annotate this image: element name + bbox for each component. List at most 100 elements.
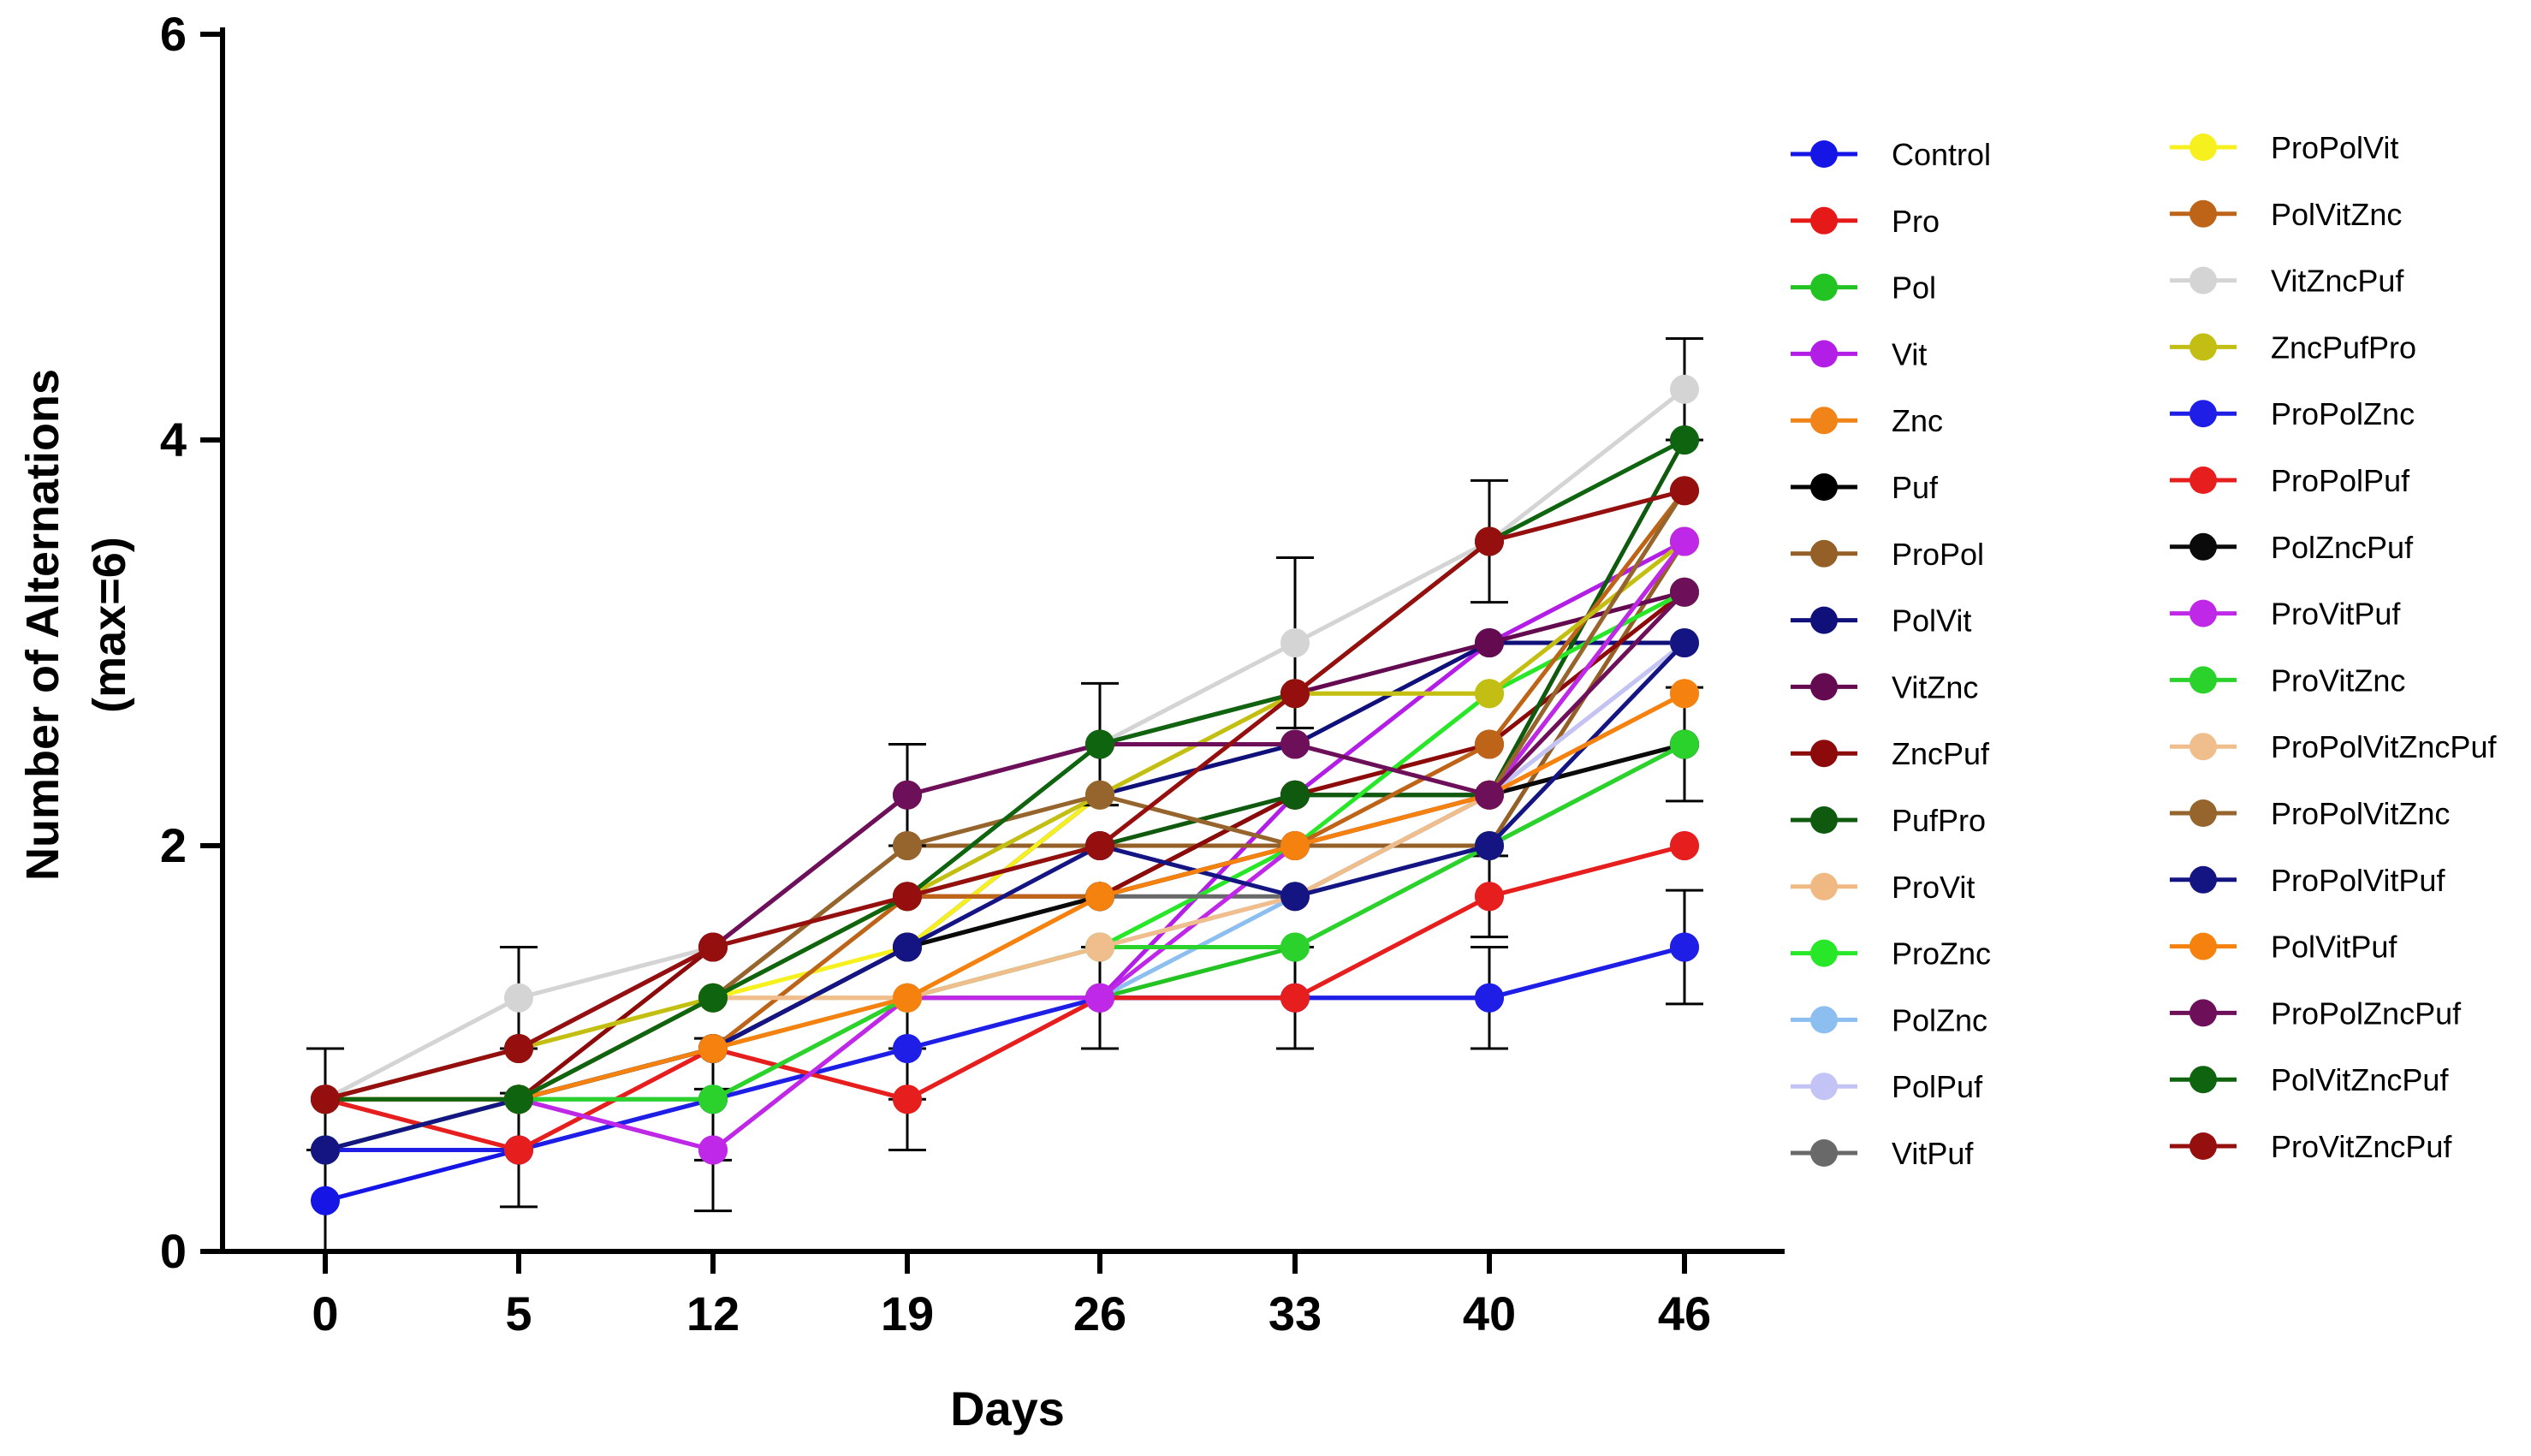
legend-item-ProPolVitZncPuf: ProPolVitZncPuf [2170,729,2497,764]
data-point-ProVitZnc-12 [698,1085,728,1114]
series-line-ProPolZnc [325,945,1685,1152]
data-point-ProPolPuf-40 [1475,882,1504,912]
legend-marker [1810,140,1838,168]
legend-marker [1810,407,1838,435]
series-line-ZncPufPro [324,539,1686,1102]
legend-item-VitZncPuf: VitZncPuf [2170,264,2404,299]
legend-marker [1810,606,1838,634]
legend-marker [2189,134,2217,161]
legend-marker [1810,206,1838,235]
data-point-ProPolVitPuf-19 [893,932,922,962]
legend-marker [2189,333,2217,361]
legend-marker [1810,939,1838,967]
data-point-PolVitZnc-40 [1475,729,1504,759]
y-axis-label-line1: Number of Alternations [17,369,68,881]
legend-label: PufPro [1892,803,1986,838]
data-point-ProPolZnc-19 [893,1034,922,1063]
legend-marker [2189,532,2217,561]
data-point-ProPolPuf-46 [1670,831,1699,860]
legend-marker [2189,599,2217,627]
legend-label: ProPolVitPuf [2271,863,2445,898]
legend-label: ProPolVitZnc [2271,796,2450,831]
legend-item-ProVitPuf: ProVitPuf [2170,597,2401,632]
legend-marker [1810,673,1838,701]
data-point-ProPolZncPuf-40 [1475,780,1504,810]
legend-item-PolVitPuf: PolVitPuf [2170,930,2397,965]
legend-label: Control [1892,137,1991,172]
data-point-ProVitZncPuf-5 [504,1034,533,1063]
legend-item-PolZnc: PolZnc [1791,1002,1987,1037]
data-point-ProVitZnc-33 [1280,932,1310,962]
legend-label: ProVitZncPuf [2271,1129,2452,1164]
legend-marker [1810,539,1838,568]
legend-marker [2189,266,2217,294]
legend-label: ProPolVit [2271,130,2398,165]
data-point-PolVitPuf-12 [698,1034,728,1063]
legend-item-PolPuf: PolPuf [1791,1069,1983,1104]
data-point-PolVitPuf-26 [1085,882,1114,912]
legend-item-ProVitZncPuf: ProVitZncPuf [2170,1129,2452,1164]
legend-item-ProVit: ProVit [1791,870,1975,905]
legend-item-ProPolVitZnc: ProPolVitZnc [2170,796,2450,831]
data-point-PolVitZncPuf-46 [1670,425,1699,455]
legend-item-Control: Control [1791,137,1991,172]
legend-marker [2189,799,2217,827]
legend-label: PolVitZnc [2271,197,2402,232]
data-point-ProVitPuf-26 [1085,983,1114,1013]
legend-marker [1810,806,1838,834]
legend-label: PolZncPuf [2271,530,2414,565]
legend-label: PolZnc [1892,1002,1987,1037]
x-tick-label: 12 [686,1287,740,1340]
legend-item-ZncPuf: ZncPuf [1791,736,1990,771]
data-point-ProPolZncPuf-46 [1670,577,1699,607]
data-point-VitZncPuf-46 [1670,374,1699,404]
x-tick-label: 46 [1658,1287,1711,1340]
legend-item-PolVitZncPuf: PolVitZncPuf [2170,1062,2449,1097]
x-tick-label: 40 [1463,1287,1516,1340]
data-point-ProVitZncPuf-12 [698,932,728,962]
data-point-VitZncPuf-5 [504,983,533,1013]
x-tick-label: 33 [1268,1287,1322,1340]
data-point-PolVitPuf-46 [1670,679,1699,709]
data-point-ProPolZncPuf-33 [1280,729,1310,759]
legend-label: PolVit [1892,603,1971,639]
x-axis-label: Days [950,1382,1065,1435]
legend-item-ProPolVit: ProPolVit [2170,130,2398,165]
data-point-ProVitZncPuf-26 [1085,831,1114,860]
legend-marker [1810,1139,1838,1167]
legend-label: PolVitPuf [2271,930,2397,965]
legend-marker [1810,740,1838,768]
legend-label: VitZnc [1892,669,1978,704]
legend-marker [2189,666,2217,694]
legend-label: ProPolZncPuf [2271,995,2462,1031]
legend-marker [2189,999,2217,1027]
data-point-ProVitZncPuf-19 [893,882,922,912]
series-line-ProPolPuf [324,843,1685,1152]
legend-item-VitPuf: VitPuf [1791,1136,1974,1171]
data-point-ProVitZncPuf-46 [1670,476,1699,506]
data-point-PolVitPuf-19 [893,983,922,1013]
legend-item-ProPolPuf: ProPolPuf [2170,463,2410,498]
legend-item-VitZnc: VitZnc [1791,669,1978,704]
data-point-ProPolPuf-19 [893,1085,922,1114]
legend-label: VitPuf [1892,1136,1974,1171]
data-point-VitZnc-40 [1475,628,1504,657]
legend-label: ProPol [1892,537,1984,572]
data-point-ProVitZnc-46 [1670,729,1699,759]
legend-item-ProPolZncPuf: ProPolZncPuf [2170,995,2462,1031]
legend-marker [2189,199,2217,228]
legend-item-PolVit: PolVit [1791,603,1971,639]
legend-label: ProZnc [1892,936,1991,972]
legend-label: ZncPufPro [2271,330,2416,365]
legend-item-ProPol: ProPol [1791,537,1984,572]
data-point-ProPolVitPuf-40 [1475,831,1504,860]
legend-marker [2189,400,2217,428]
legend-marker [2189,733,2217,761]
legend-marker [1810,872,1838,900]
series-line-Control [324,945,1685,1203]
legend-marker [2189,932,2217,960]
legend-label: Pol [1892,270,1936,306]
data-point-ProPolPuf-5 [504,1135,533,1165]
